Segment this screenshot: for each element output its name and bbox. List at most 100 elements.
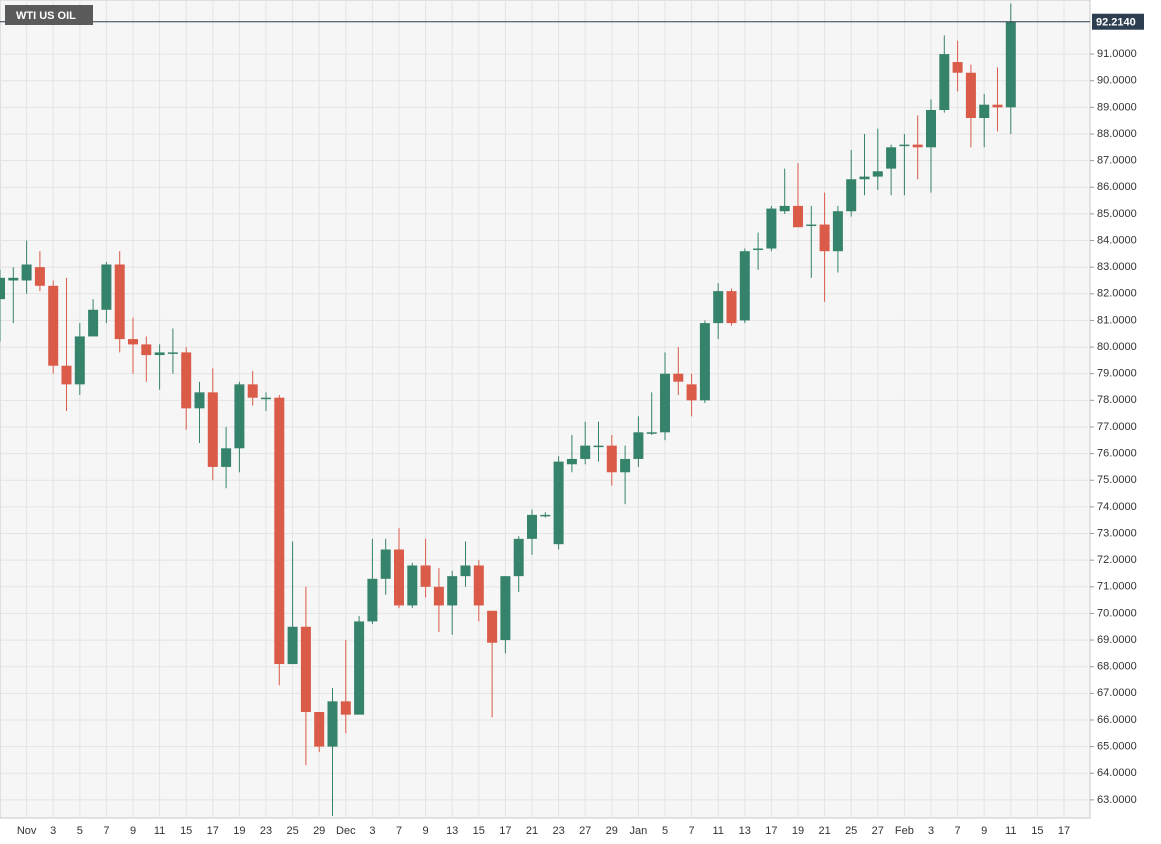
x-tick-label: Jan [630,825,648,837]
candle-body [553,461,564,545]
candle-body [766,208,777,249]
candle-body [447,576,458,606]
y-tick-label: 88.0000 [1097,128,1137,140]
y-tick-label: 66.0000 [1097,714,1137,726]
y-tick-label: 77.0000 [1097,421,1137,433]
x-tick-label: 11 [154,825,165,837]
candle-body [8,277,19,281]
candle-body [234,384,245,449]
x-tick-label: 25 [286,825,298,837]
candle-body [819,224,830,252]
x-tick-label: 19 [792,825,804,837]
candle-body [340,701,351,715]
x-tick-label: 11 [1005,825,1016,837]
candle-body [74,336,85,385]
candle-body [207,392,218,467]
candle-body [872,171,883,177]
candle-body [939,54,950,111]
plot-area [0,0,1091,819]
y-tick-label: 76.0000 [1097,448,1137,460]
candle-body [247,384,258,398]
x-tick-label: 5 [77,825,83,837]
candle-body [141,344,152,356]
candle-body [167,352,178,354]
x-tick-label: 17 [499,825,511,837]
candle-body [660,373,670,433]
y-tick-label: 75.0000 [1097,474,1137,486]
chart-title: WTI US OIL [16,10,76,22]
candle-body [926,110,936,148]
y-tick-label: 79.0000 [1097,368,1137,380]
y-tick-label: 83.0000 [1097,261,1137,273]
candle-body [61,365,72,385]
candle-body [686,384,697,401]
candle-body [433,586,444,606]
y-tick-label: 91.0000 [1097,48,1137,60]
candle-body [606,445,617,473]
y-tick-label: 82.0000 [1097,288,1137,300]
candle-body [753,248,764,251]
x-tick-label: 17 [765,825,777,837]
y-tick-label: 84.0000 [1097,234,1137,246]
candle-body [540,514,551,517]
x-tick-label: 13 [446,825,458,837]
candle-body [566,458,577,465]
x-tick-label: 27 [579,825,591,837]
candle-body [886,147,897,169]
candle-body [699,323,710,401]
x-tick-label: 7 [955,825,961,837]
candle-body [314,711,325,747]
candle-body [580,445,591,459]
candle-body [992,104,1003,108]
x-tick-label: 5 [662,825,668,837]
x-tick-label: 17 [207,825,219,837]
y-tick-label: 73.0000 [1097,527,1137,539]
candle-body [300,626,311,712]
candle-body [473,565,484,606]
x-tick-label: 3 [369,825,375,837]
x-tick-label: 27 [872,825,884,837]
y-tick-label: 85.0000 [1097,208,1137,220]
y-tick-label: 70.0000 [1097,607,1137,619]
candle-body [979,104,990,118]
candle-body [739,251,750,321]
y-tick-label: 72.0000 [1097,554,1137,566]
candle-body [181,352,192,409]
x-tick-label: 11 [712,825,723,837]
candle-body [194,392,205,409]
candle-body [394,549,404,606]
candle-body [1005,21,1016,108]
candle-body [646,432,657,434]
candle-body [952,62,963,73]
x-tick-label: 15 [1031,825,1043,837]
x-tick-label: 23 [260,825,272,837]
candle-body [726,291,737,324]
y-tick-label: 67.0000 [1097,687,1137,699]
candle-body [34,267,45,286]
last-price-box [1092,13,1144,30]
candle-body [673,373,684,382]
candle-body [620,458,631,473]
y-tick-label: 89.0000 [1097,101,1137,113]
candle-body [354,621,365,715]
x-tick-label: Nov [17,825,37,837]
candle-body [367,578,378,622]
x-tick-label: 21 [526,825,538,837]
x-tick-label: 9 [130,825,136,837]
candle-body [0,277,5,300]
x-tick-label: Feb [895,825,914,837]
candle-body [460,565,471,577]
candle-body [420,565,431,587]
x-tick-label: 21 [818,825,830,837]
y-tick-label: 78.0000 [1097,394,1137,406]
x-tick-label: 13 [739,825,751,837]
y-tick-label: 86.0000 [1097,181,1137,193]
x-tick-label: 7 [396,825,402,837]
title-box [5,5,93,25]
x-tick-label: 3 [50,825,56,837]
candle-body [380,549,391,579]
x-tick-label: 23 [552,825,564,837]
candle-body [154,352,165,356]
y-tick-label: 74.0000 [1097,501,1137,513]
candle-body [806,224,817,227]
